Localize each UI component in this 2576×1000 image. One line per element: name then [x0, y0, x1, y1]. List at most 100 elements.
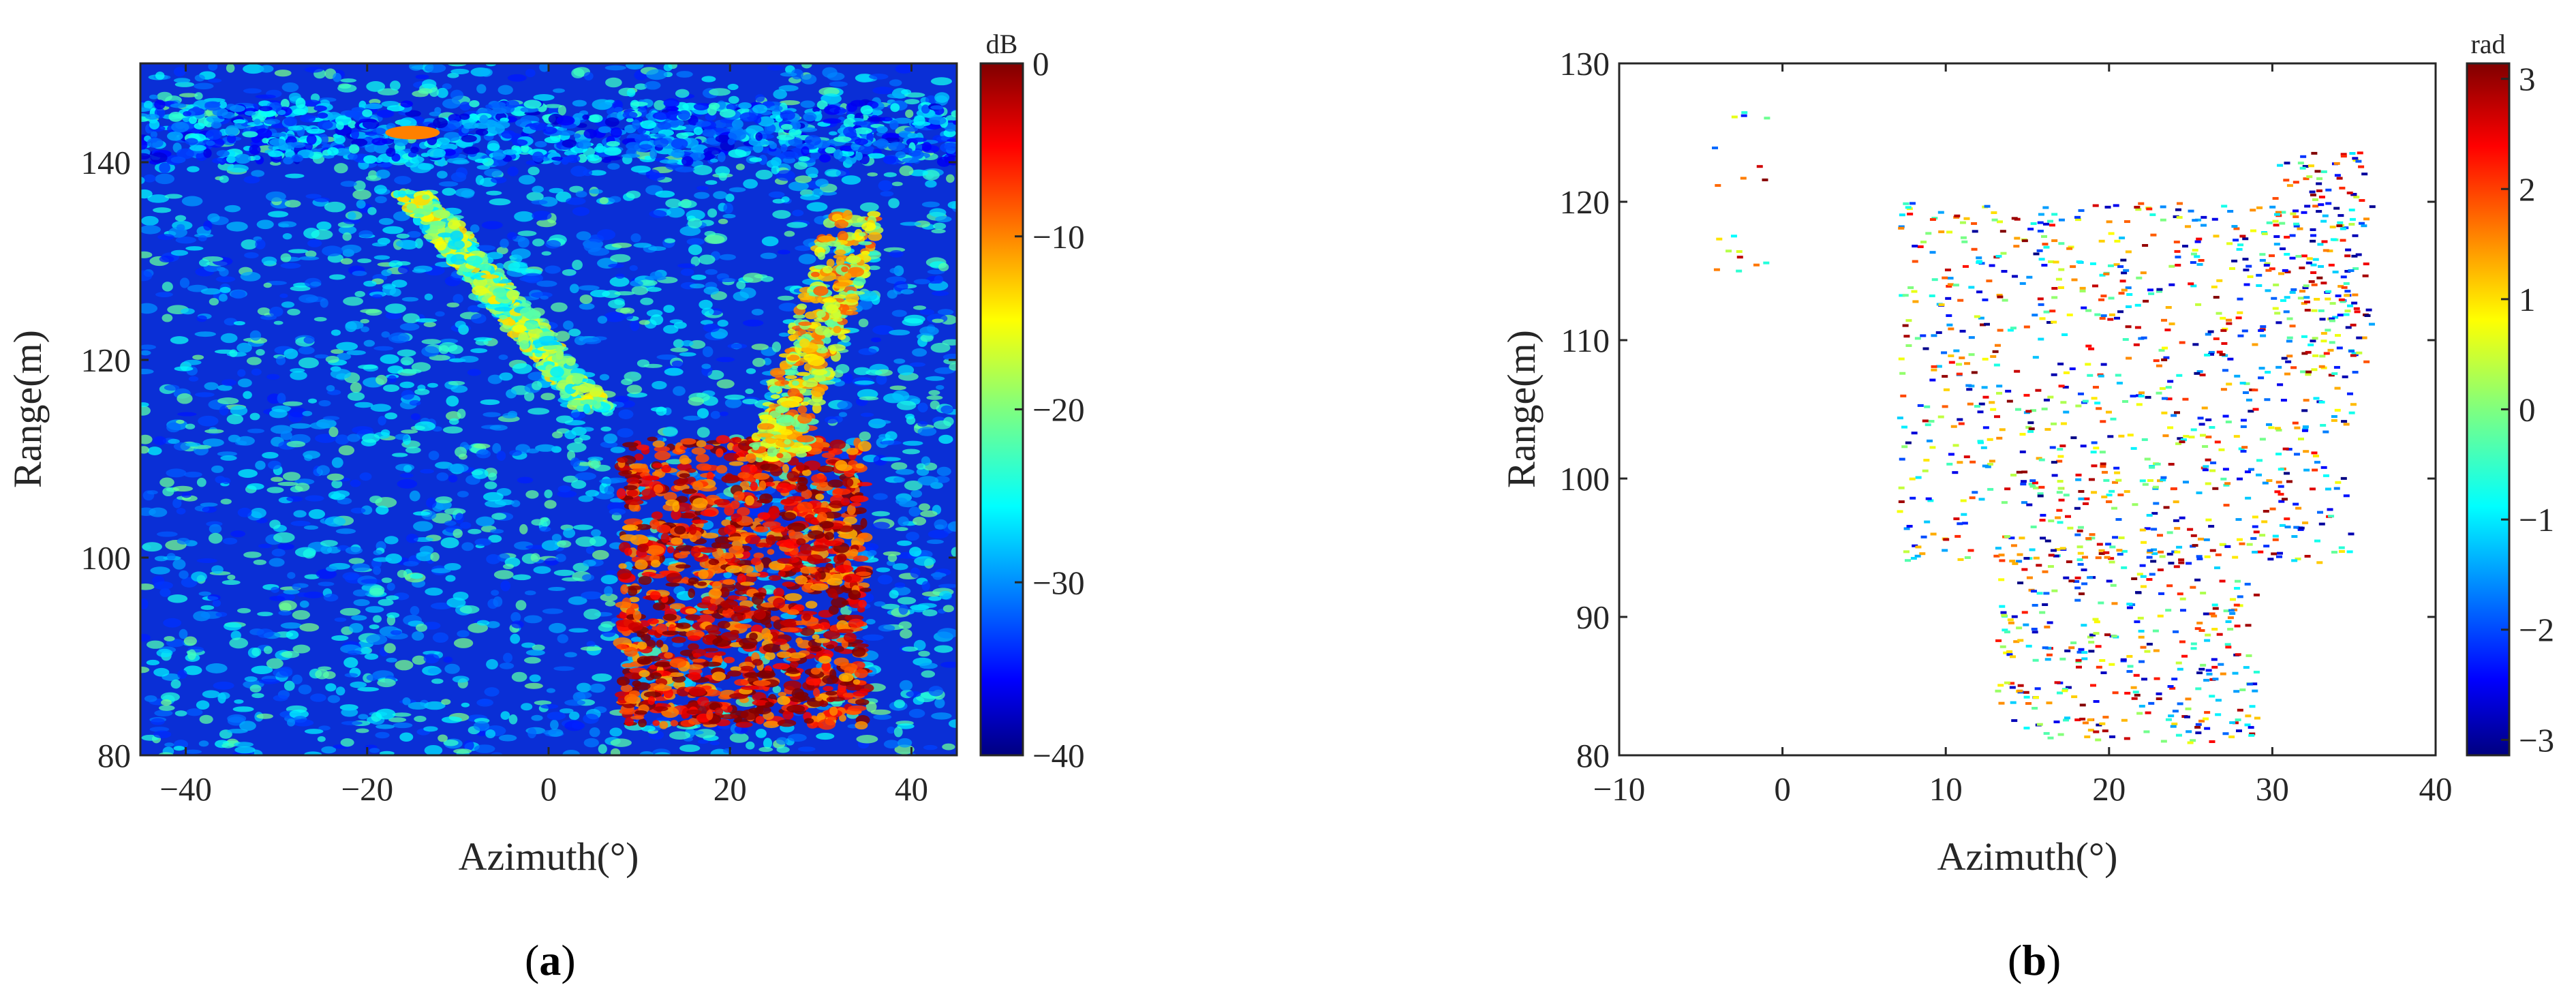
heatmap-speckle	[609, 196, 622, 203]
heatmap-speckle	[869, 419, 891, 425]
heatmap-cell	[732, 436, 742, 443]
heatmap-cell	[627, 489, 639, 497]
heatmap-speckle	[391, 279, 408, 288]
heatmap-speckle	[203, 220, 213, 231]
heatmap-speckle	[594, 464, 611, 472]
heatmap-speckle	[673, 339, 684, 348]
heatmap-speckle	[459, 356, 479, 363]
heatmap-speckle	[872, 325, 894, 335]
heatmap-speckle	[155, 292, 173, 298]
heatmap-speckle	[791, 69, 803, 80]
heatmap-cell	[740, 685, 760, 691]
heatmap-speckle	[287, 718, 296, 727]
heatmap-cell	[764, 652, 776, 661]
heatmap-speckle	[267, 460, 281, 470]
heatmap-cell	[675, 545, 694, 551]
heatmap-cell	[616, 643, 628, 650]
heatmap-speckle	[488, 534, 502, 543]
heatmap-speckle	[172, 559, 186, 570]
heatmap-cell	[721, 519, 732, 527]
heatmap-speckle	[778, 303, 798, 312]
heatmap-speckle	[436, 170, 448, 179]
heatmap-speckle	[220, 498, 232, 505]
heatmap-cell	[727, 536, 747, 541]
heatmap-speckle	[683, 415, 701, 421]
heatmap-speckle	[507, 232, 517, 240]
heatmap-speckle	[637, 359, 649, 367]
heatmap-speckle	[204, 382, 219, 391]
heatmap-speckle	[358, 714, 369, 720]
heatmap-speckle	[729, 732, 749, 743]
heatmap-speckle	[880, 191, 894, 197]
heatmap-speckle	[414, 716, 427, 723]
heatmap-speckle	[155, 72, 165, 80]
heatmap-speckle	[897, 365, 915, 376]
heatmap-speckle	[363, 339, 375, 347]
heatmap-speckle	[227, 164, 249, 173]
heatmap-cell	[653, 684, 672, 691]
heatmap-speckle	[292, 610, 311, 620]
heatmap-cell	[675, 442, 684, 453]
heatmap-speckle	[571, 480, 587, 489]
heatmap-speckle	[877, 575, 893, 585]
heatmap-speckle	[459, 521, 472, 529]
heatmap-speckle	[887, 93, 904, 99]
heatmap-speckle	[423, 653, 440, 664]
heatmap-cell	[815, 696, 823, 701]
heatmap-speckle	[596, 229, 616, 241]
heatmap-speckle	[179, 628, 188, 639]
heatmap-speckle	[350, 479, 361, 487]
heatmap-cell	[786, 609, 799, 616]
heatmap-speckle	[600, 593, 618, 602]
heatmap-speckle	[605, 77, 622, 88]
heatmap-speckle	[639, 320, 650, 325]
heatmap-speckle	[448, 380, 465, 386]
heatmap-speckle	[409, 63, 423, 71]
heatmap-speckle	[892, 390, 910, 401]
heatmap-speckle	[194, 92, 203, 100]
heatmap-speckle	[220, 455, 237, 461]
heatmap-speckle	[818, 87, 840, 96]
heatmap-speckle	[222, 537, 238, 545]
heatmap-speckle	[277, 481, 298, 487]
heatmap-speckle	[615, 273, 625, 279]
heatmap-speckle	[555, 331, 570, 342]
heatmap-speckle	[486, 621, 500, 628]
heatmap-cell	[706, 471, 714, 482]
heatmap-speckle	[369, 496, 382, 504]
heatmap-speckle	[588, 170, 607, 176]
heatmap-cell	[665, 582, 680, 587]
heatmap-speckle	[305, 194, 322, 199]
heatmap-speckle	[354, 290, 365, 297]
heatmap-speckle	[421, 346, 440, 357]
heatmap-cell	[832, 275, 852, 281]
heatmap-cell	[676, 496, 688, 503]
heatmap-cell	[620, 584, 628, 594]
heatmap-speckle	[527, 408, 550, 415]
heatmap-speckle	[892, 563, 908, 571]
heatmap-speckle	[610, 254, 631, 262]
heatmap-speckle	[140, 368, 154, 375]
heatmap-speckle	[526, 192, 544, 202]
heatmap-speckle	[521, 703, 533, 711]
heatmap-speckle	[202, 506, 217, 513]
heatmap-speckle	[380, 429, 390, 436]
heatmap-speckle	[798, 254, 816, 264]
heatmap-speckle	[320, 540, 338, 547]
heatmap-speckle	[350, 507, 366, 514]
heatmap-speckle	[484, 168, 502, 177]
heatmap-speckle	[859, 299, 873, 310]
heatmap-speckle	[675, 89, 690, 98]
heatmap-cell	[829, 706, 838, 716]
heatmap-speckle	[208, 63, 218, 71]
heatmap-speckle	[369, 748, 380, 753]
heatmap-speckle	[742, 398, 758, 405]
heatmap-cell	[814, 374, 826, 382]
heatmap-speckle	[485, 729, 496, 738]
heatmap-speckle	[908, 708, 925, 718]
heatmap-cell	[508, 320, 516, 327]
heatmap-cell	[406, 203, 417, 211]
heatmap-speckle	[237, 507, 252, 517]
heatmap-cell	[681, 457, 692, 464]
